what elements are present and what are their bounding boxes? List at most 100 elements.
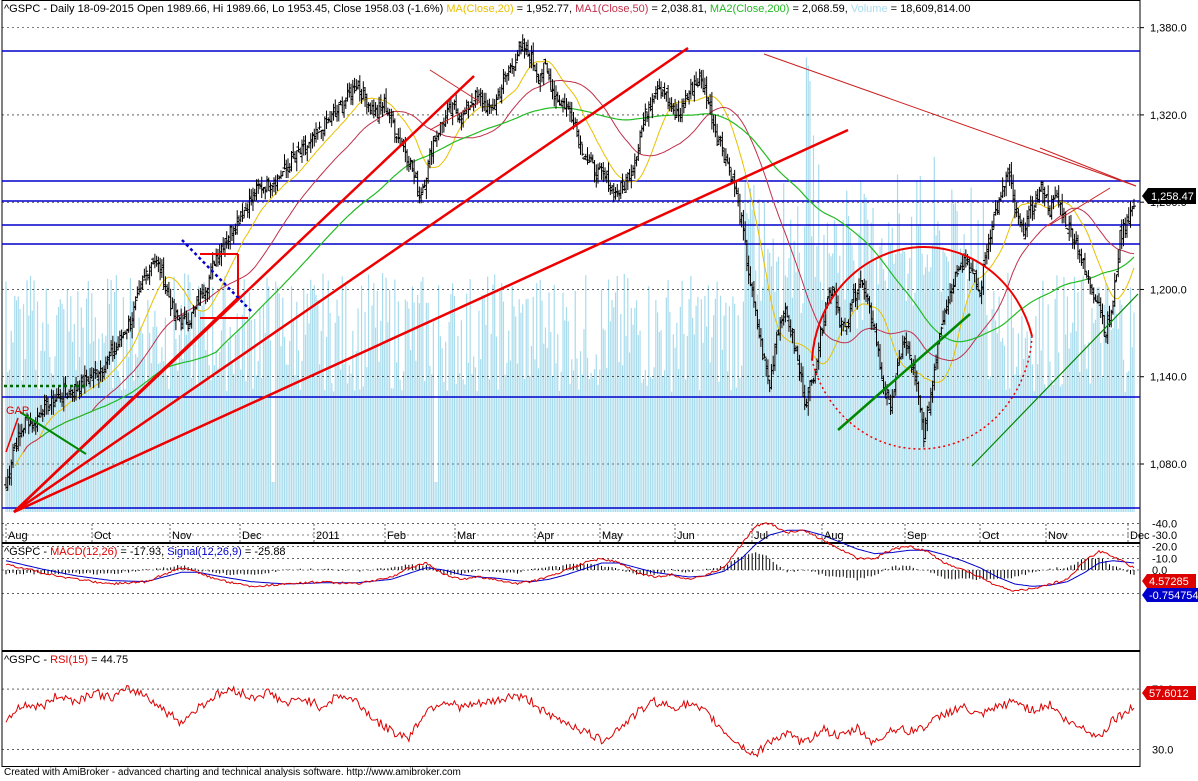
volume-bar — [385, 277, 387, 512]
volume-bar — [541, 300, 543, 512]
volume-bar — [618, 362, 620, 512]
volume-bar — [807, 65, 809, 512]
last-macd-value: 4.57285 — [1149, 576, 1189, 588]
volume-bar — [233, 374, 235, 512]
volume-bar — [390, 388, 392, 512]
volume-bars — [5, 57, 1135, 513]
volume-bar — [702, 342, 704, 512]
volume-bar — [64, 375, 67, 512]
volume-bar — [1100, 342, 1102, 512]
volume-bar — [567, 321, 569, 512]
volume-bar — [364, 311, 366, 512]
volume-bar — [1115, 313, 1118, 512]
main-legend-segment: Volume — [851, 3, 888, 15]
volume-bar — [677, 369, 680, 512]
main-legend-segment: MA(Close,20) — [443, 3, 513, 15]
month-label: Oct — [94, 530, 111, 542]
volume-bar — [213, 365, 216, 512]
volume-bar — [10, 330, 12, 512]
volume-bar — [236, 313, 238, 512]
volume-bar — [700, 299, 702, 512]
volume-bar — [569, 383, 571, 512]
volume-bar — [334, 322, 336, 512]
volume-bar — [814, 276, 816, 512]
volume-bar — [1079, 372, 1081, 512]
volume-bar — [588, 379, 590, 512]
volume-bar — [522, 304, 524, 512]
volume-bar — [667, 280, 669, 512]
volume-bar — [227, 341, 230, 512]
rsi-series — [5, 684, 1135, 758]
volume-bar — [669, 312, 671, 512]
volume-bar — [586, 357, 589, 512]
volume-bar — [14, 295, 16, 512]
volume-bar — [429, 365, 431, 512]
volume-bar — [129, 277, 131, 512]
volume-bar — [268, 286, 270, 512]
volume-bar — [1012, 327, 1014, 512]
volume-bar — [902, 249, 904, 512]
flag-line-2 — [429, 101, 481, 131]
volume-bar — [387, 322, 389, 512]
volume-bar — [1019, 374, 1021, 512]
volume-bar — [1059, 386, 1062, 512]
volume-bar — [532, 296, 534, 512]
volume-bar — [346, 383, 349, 512]
volume-bar — [71, 341, 74, 512]
volume-bar — [1051, 380, 1053, 512]
volume-bar — [578, 389, 580, 512]
volume-bar — [57, 306, 60, 512]
volume-bar — [459, 373, 461, 512]
volume-bar — [220, 330, 223, 512]
volume-bar — [1094, 319, 1097, 512]
volume-bar — [163, 361, 165, 512]
volume-bar — [1103, 304, 1105, 512]
volume-bar — [439, 336, 441, 512]
volume-bar — [1023, 358, 1025, 512]
volume-bar — [658, 332, 660, 512]
volume-bar — [1003, 345, 1005, 512]
volume-bar — [177, 370, 179, 512]
volume-bar — [22, 304, 25, 512]
trendline-fan-4 — [13, 295, 241, 513]
volume-bar — [1061, 384, 1063, 512]
volume-bar — [981, 279, 983, 512]
volume-bar — [1049, 361, 1051, 512]
volume-bar — [783, 183, 785, 512]
volume-bar — [1089, 383, 1091, 512]
volume-bar — [564, 320, 566, 512]
month-label: Aug — [824, 530, 844, 542]
volume-bar — [1033, 391, 1035, 512]
price-axis-label: 1,380.0 — [1150, 23, 1187, 35]
volume-bar — [383, 340, 385, 512]
volume-bar — [749, 188, 752, 512]
volume-bar — [825, 314, 827, 512]
volume-bar — [427, 302, 429, 512]
volume-bar — [1016, 366, 1018, 512]
volume-bar — [579, 351, 582, 512]
rsi-legend-segment: RSI(15) — [50, 654, 88, 666]
volume-bar — [320, 330, 322, 512]
volume-bar — [366, 367, 368, 512]
volume-bar — [734, 303, 736, 512]
volume-bar — [304, 334, 307, 512]
volume-bar — [308, 323, 310, 512]
volume-bar — [199, 310, 202, 512]
volume-bar — [863, 193, 865, 512]
volume-bar — [931, 243, 934, 512]
volume-bar — [417, 294, 419, 512]
macd-axis-label: -20.0 — [1152, 542, 1177, 554]
volume-bar — [924, 267, 927, 512]
volume-bar — [713, 315, 715, 512]
volume-bar — [744, 174, 746, 513]
volume-bar — [282, 297, 284, 512]
volume-bar — [914, 292, 916, 512]
gridlines — [2, 27, 1140, 750]
volume-bar — [124, 389, 126, 512]
volume-bar — [933, 156, 935, 512]
month-label: Feb — [387, 530, 406, 542]
volume-bar — [78, 356, 81, 512]
volume-bar — [89, 343, 91, 512]
price-axis-label: 1,320.0 — [1150, 110, 1187, 122]
